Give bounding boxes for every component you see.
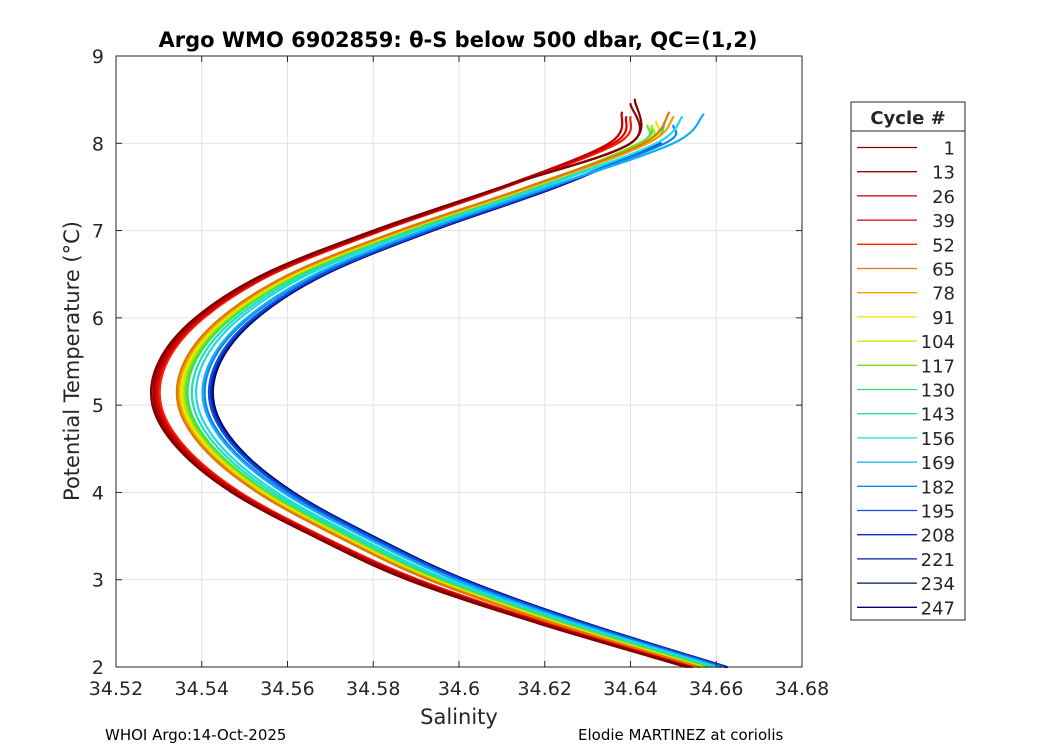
y-tick-label: 6 xyxy=(92,308,104,330)
plot-area: 34.52 34.54 34.56 34.58 34.6 34.62 34.64 34.66 3… xyxy=(89,46,829,700)
series-line-cycle-169 xyxy=(201,113,720,669)
legend-label: 52 xyxy=(932,235,955,256)
legend-label: 26 xyxy=(932,187,955,208)
series-group xyxy=(149,98,729,669)
legend-label: 195 xyxy=(921,502,955,523)
x-axis-ticks: 34.52 34.54 34.56 34.58 34.6 34.62 34.64 34.66 3… xyxy=(89,56,829,700)
legend-label: 208 xyxy=(921,526,955,547)
legend-label: 91 xyxy=(932,308,955,329)
y-tick-label: 5 xyxy=(92,395,104,417)
x-tick-label: 34.56 xyxy=(260,678,314,700)
x-tick-label: 34.6 xyxy=(438,678,480,700)
legend-label: 130 xyxy=(921,381,955,402)
legend-label: 247 xyxy=(921,598,955,619)
y-tick-label: 2 xyxy=(92,657,104,679)
legend-label: 221 xyxy=(921,550,955,571)
footer-left-credit: WHOI Argo:14-Oct-2025 xyxy=(105,726,287,744)
footer-right-credit: Elodie MARTINEZ at coriolis xyxy=(578,726,784,744)
legend: Cycle # 1 13 26 39 52 65 78 91 104 117 130 143 156 16… xyxy=(850,101,966,621)
x-tick-label: 34.62 xyxy=(518,678,572,700)
chart-title: Argo WMO 6902859: θ-S below 500 dbar, QC… xyxy=(159,28,758,52)
legend-label: 39 xyxy=(932,211,955,232)
legend-label: 234 xyxy=(921,574,955,595)
series-line-cycle-195 xyxy=(207,142,726,669)
legend-label: 78 xyxy=(932,284,955,305)
series-line-cycle-156 xyxy=(194,116,718,669)
legend-label: 104 xyxy=(921,332,955,353)
y-tick-label: 9 xyxy=(92,46,104,68)
legend-label: 169 xyxy=(921,453,955,474)
legend-label: 182 xyxy=(921,477,955,498)
y-tick-label: 3 xyxy=(92,570,104,592)
x-axis-label: Salinity xyxy=(420,705,498,729)
legend-label: 156 xyxy=(921,429,955,450)
legend-items: 1 13 26 39 52 65 78 91 104 117 130 143 156 169 182 195 2… xyxy=(857,139,955,619)
x-tick-label: 34.54 xyxy=(175,678,229,700)
x-tick-label: 34.68 xyxy=(775,678,829,700)
x-tick-label: 34.58 xyxy=(346,678,400,700)
series-line-cycle-143 xyxy=(190,120,714,669)
legend-title: Cycle # xyxy=(870,108,945,129)
legend-label: 1 xyxy=(944,139,955,160)
series-line-cycle-1 xyxy=(149,98,688,669)
y-tick-label: 4 xyxy=(92,482,104,504)
legend-label: 13 xyxy=(932,163,955,184)
x-tick-label: 34.66 xyxy=(689,678,743,700)
x-tick-label: 34.64 xyxy=(603,678,657,700)
y-axis-label: Potential Temperature (°C) xyxy=(60,221,84,501)
x-tick-label: 34.52 xyxy=(89,678,143,700)
legend-label: 117 xyxy=(921,356,955,377)
legend-label: 143 xyxy=(921,405,955,426)
y-tick-label: 8 xyxy=(92,133,104,155)
y-axis-ticks: 2 3 4 5 6 7 8 9 xyxy=(92,46,802,679)
legend-label: 65 xyxy=(932,260,955,281)
legend-box xyxy=(850,101,966,621)
y-tick-label: 7 xyxy=(92,221,104,243)
series-line-cycle-65 xyxy=(175,111,701,669)
